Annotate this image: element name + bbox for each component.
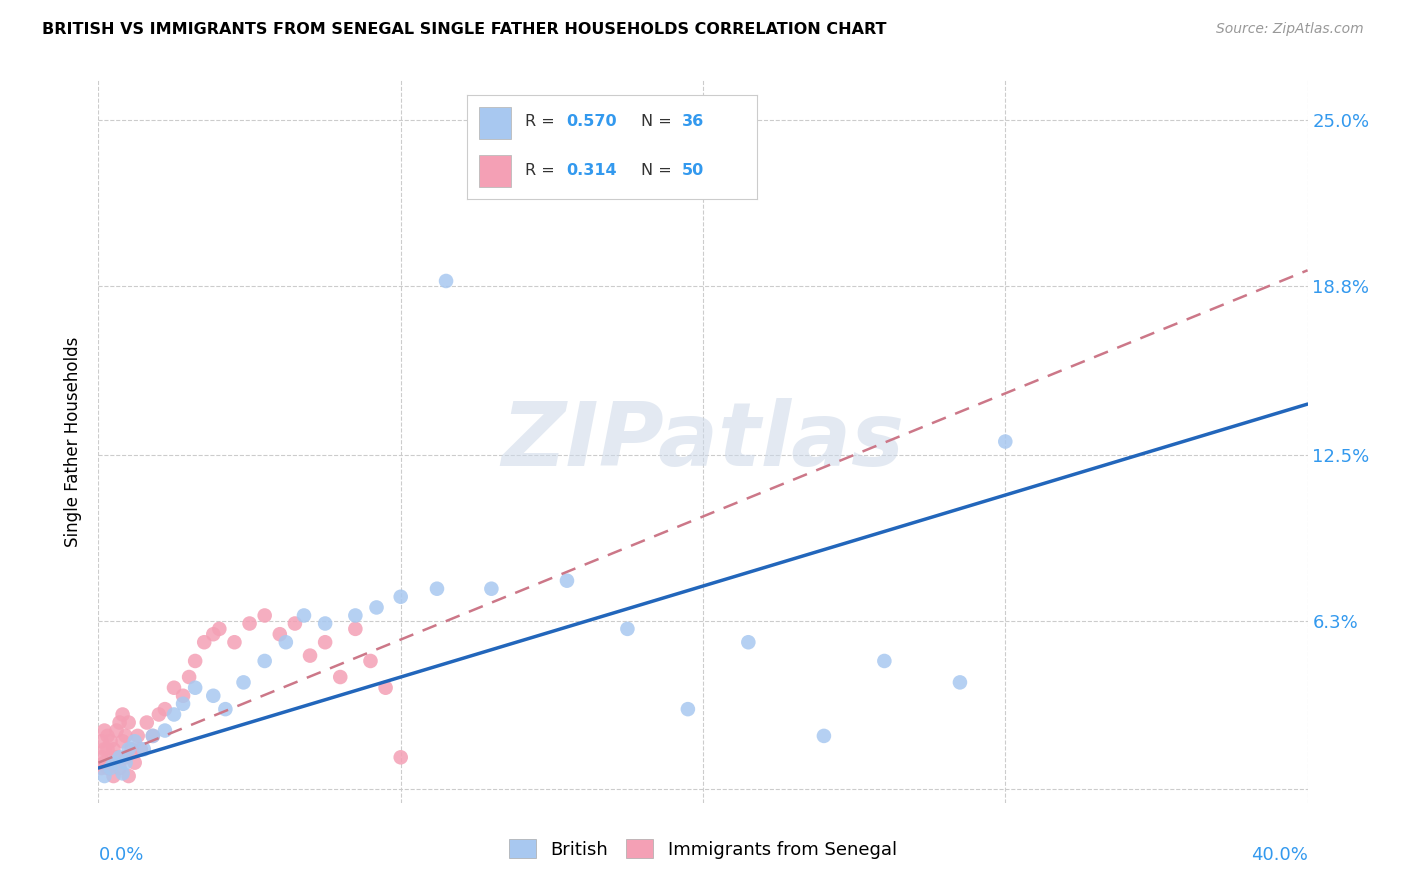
Point xyxy=(108,761,131,775)
Point xyxy=(90,750,112,764)
Point xyxy=(96,742,118,756)
Point xyxy=(124,734,146,748)
Point xyxy=(105,750,128,764)
Text: ZIPatlas: ZIPatlas xyxy=(502,398,904,485)
Point xyxy=(434,274,457,288)
Point xyxy=(269,627,291,641)
Point xyxy=(202,627,225,641)
Point xyxy=(366,600,388,615)
Point xyxy=(111,734,134,748)
Point xyxy=(661,140,683,154)
Point xyxy=(555,574,578,588)
Point xyxy=(426,582,449,596)
Point xyxy=(90,734,112,748)
Point xyxy=(193,635,215,649)
Point xyxy=(100,761,122,775)
Y-axis label: Single Father Households: Single Father Households xyxy=(65,336,83,547)
Point xyxy=(344,622,367,636)
Point xyxy=(100,734,122,748)
Point xyxy=(676,702,699,716)
Point xyxy=(274,635,297,649)
Point xyxy=(172,689,194,703)
Point xyxy=(153,702,176,716)
Point xyxy=(184,654,207,668)
Point xyxy=(314,616,336,631)
Point xyxy=(153,723,176,738)
Point xyxy=(93,769,115,783)
Point xyxy=(232,675,254,690)
Point xyxy=(93,756,115,770)
Point xyxy=(374,681,396,695)
Point xyxy=(114,750,136,764)
Point xyxy=(329,670,352,684)
Point xyxy=(292,608,315,623)
Point xyxy=(103,769,125,783)
Legend: British, Immigrants from Senegal: British, Immigrants from Senegal xyxy=(502,832,904,866)
Point xyxy=(121,742,143,756)
Point xyxy=(142,729,165,743)
Point xyxy=(179,670,201,684)
Point xyxy=(389,750,412,764)
Point xyxy=(813,729,835,743)
Point xyxy=(129,742,152,756)
Point xyxy=(114,756,136,770)
Point xyxy=(100,756,122,770)
Point xyxy=(111,766,134,780)
Point xyxy=(344,608,367,623)
Point xyxy=(135,715,157,730)
Point xyxy=(118,715,141,730)
Point xyxy=(103,742,125,756)
Text: 0.0%: 0.0% xyxy=(98,847,143,864)
Point xyxy=(163,681,186,695)
Point xyxy=(96,761,118,775)
Point xyxy=(253,654,276,668)
Point xyxy=(481,582,503,596)
Point xyxy=(124,756,146,770)
Point xyxy=(163,707,186,722)
Point xyxy=(360,654,382,668)
Point xyxy=(96,729,118,743)
Point xyxy=(90,761,112,775)
Point xyxy=(214,702,236,716)
Point xyxy=(114,729,136,743)
Point xyxy=(118,769,141,783)
Point xyxy=(239,616,262,631)
Text: BRITISH VS IMMIGRANTS FROM SENEGAL SINGLE FATHER HOUSEHOLDS CORRELATION CHART: BRITISH VS IMMIGRANTS FROM SENEGAL SINGL… xyxy=(42,22,887,37)
Text: Source: ZipAtlas.com: Source: ZipAtlas.com xyxy=(1216,22,1364,37)
Point xyxy=(224,635,246,649)
Point xyxy=(202,689,225,703)
Point xyxy=(873,654,896,668)
Point xyxy=(184,681,207,695)
Point xyxy=(314,635,336,649)
Point xyxy=(737,635,759,649)
Point xyxy=(118,742,141,756)
Point xyxy=(299,648,322,663)
Point xyxy=(253,608,276,623)
Point xyxy=(389,590,412,604)
Point xyxy=(108,750,131,764)
Point xyxy=(208,622,231,636)
Point xyxy=(127,729,149,743)
Point xyxy=(108,715,131,730)
Text: 40.0%: 40.0% xyxy=(1251,847,1308,864)
Point xyxy=(93,723,115,738)
Point xyxy=(132,742,155,756)
Point xyxy=(284,616,307,631)
Point xyxy=(111,707,134,722)
Point xyxy=(93,742,115,756)
Point xyxy=(142,729,165,743)
Point xyxy=(103,756,125,770)
Point xyxy=(949,675,972,690)
Point xyxy=(616,622,638,636)
Point xyxy=(105,723,128,738)
Point xyxy=(172,697,194,711)
Point xyxy=(148,707,170,722)
Point xyxy=(994,434,1017,449)
